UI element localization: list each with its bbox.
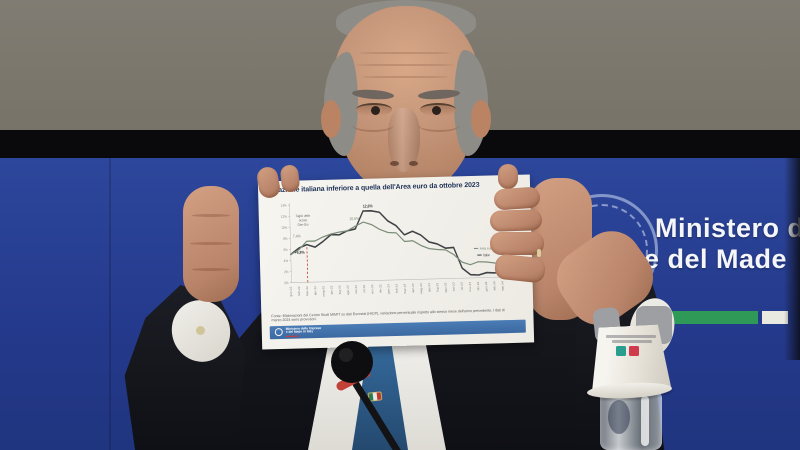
svg-text:nov-22: nov-22 [370,284,374,294]
svg-text:Taglio delle: Taglio delle [296,214,311,219]
backdrop-seam [109,158,111,450]
cup-printed-text [612,340,652,343]
svg-text:accise: accise [299,218,307,223]
svg-text:apr-22: apr-22 [313,286,317,296]
svg-text:mar-24: mar-24 [501,281,505,292]
foam-highlight [339,348,353,362]
left-ear [321,100,341,138]
right-hand-finger [493,186,541,211]
svg-text:set-23: set-23 [452,282,456,291]
svg-text:12%: 12% [281,214,287,218]
cup-logo-red [629,346,639,356]
italian-flag-stripe-green [659,311,758,324]
right-hand-finger [489,209,543,232]
svg-text:10,6%: 10,6% [349,217,359,222]
forehead-wrinkle [362,76,448,78]
forehead-wrinkle [360,52,450,54]
right-ear [471,100,491,138]
svg-text:gen-23: gen-23 [387,284,391,294]
backdrop-right-edge-shadow [784,130,800,360]
knuckle-line [192,214,230,217]
svg-text:Gen-Giu: Gen-Giu [298,222,309,227]
svg-text:12,6%: 12,6% [363,204,373,209]
left-iris [371,106,380,115]
left-eye-bag [352,118,394,132]
svg-text:ago-23: ago-23 [444,282,448,292]
paper-chart-svg: 0% 2% 4% 6% 8% 10% 12% 14% gen-22 feb-22 mar-22 apr… [281,202,513,297]
right-iris [432,106,441,115]
cufflink [196,326,205,335]
svg-text:ago-22: ago-22 [346,285,350,295]
right-eye-bag [418,118,460,132]
svg-text:dic-22: dic-22 [378,284,382,293]
svg-text:8%: 8% [283,237,288,241]
svg-text:+6,8%: +6,8% [295,250,306,255]
svg-text:feb-22: feb-22 [297,286,301,295]
svg-text:giu-22: giu-22 [330,285,334,294]
bottle-highlight [641,396,649,446]
svg-text:lug-22: lug-22 [338,285,342,294]
svg-text:ott-22: ott-22 [362,284,366,293]
svg-text:gen-24: gen-24 [484,281,488,291]
svg-text:4%: 4% [284,259,289,263]
svg-text:10%: 10% [281,226,287,230]
left-hand-fingertip [279,164,301,193]
svg-text:7,4%: 7,4% [293,234,302,239]
inflation-chart-paper: Inflazione italiana inferiore a quella d… [257,174,535,350]
svg-text:dic-23: dic-23 [476,281,480,290]
forehead-wrinkle [356,64,454,66]
svg-text:2%: 2% [284,270,289,274]
svg-text:14%: 14% [281,203,287,207]
left-hand-fist [183,186,239,302]
right-hand-fingertip [498,164,518,189]
right-hand-thumb [493,253,547,284]
svg-text:Area euro: Area euro [480,246,494,251]
svg-text:feb-23: feb-23 [395,283,399,292]
svg-text:0%: 0% [284,281,289,285]
svg-text:gen-22: gen-22 [289,286,293,296]
wedding-ring [537,249,541,257]
svg-text:giu-23: giu-23 [427,283,431,292]
backdrop-ministry-text-line1: Ministero d [655,213,800,243]
cup-printed-text [606,335,656,338]
backdrop-ministry-text-line2: e del Made [644,244,788,274]
cup-logo-teal [616,346,626,356]
svg-text:apr-23: apr-23 [411,283,415,293]
knuckle-line [192,268,230,271]
bottle-reflection [608,400,630,434]
svg-text:6%: 6% [283,248,288,252]
microphone [331,341,401,450]
svg-text:nov-23: nov-23 [468,282,472,292]
microphone-stem [352,380,401,450]
svg-text:mar-22: mar-22 [305,286,309,297]
svg-text:mag-22: mag-22 [321,285,325,296]
mimit-logo-icon [274,328,283,337]
water-bottle [600,392,662,450]
svg-text:Italia: Italia [483,253,490,257]
svg-text:set-22: set-22 [354,285,358,294]
svg-text:mar-23: mar-23 [403,283,407,294]
svg-text:lug-23: lug-23 [435,282,439,291]
knuckle-line [190,242,232,245]
svg-text:mag-23: mag-23 [419,283,423,294]
right-hand-finger [490,232,544,255]
nostril [409,161,418,166]
italian-flag-stripe-white [762,311,788,324]
footer-red-underline [285,335,299,337]
svg-text:feb-24: feb-24 [492,281,496,290]
svg-text:ott-23: ott-23 [460,282,464,291]
nostril [390,161,399,166]
microphone-foam-windscreen [331,341,373,383]
